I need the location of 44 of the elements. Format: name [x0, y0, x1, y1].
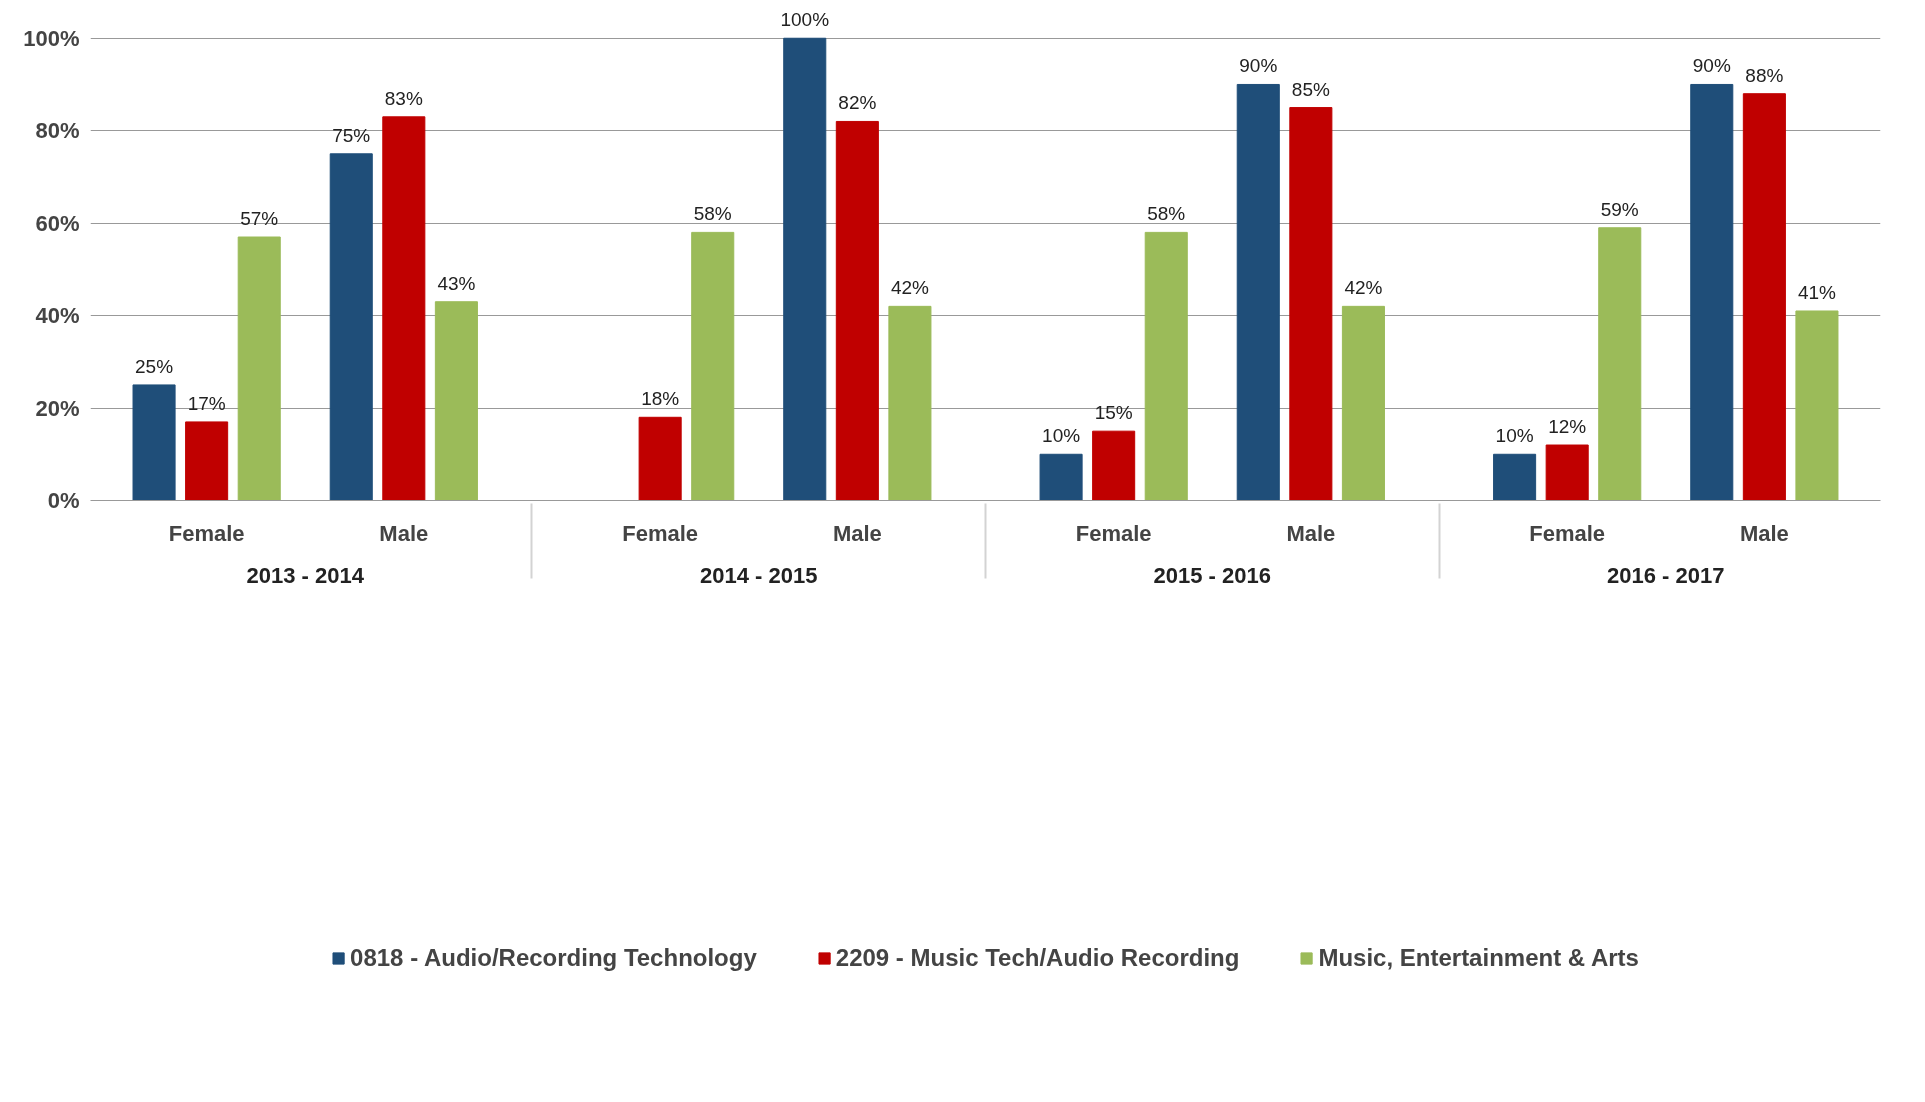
data-label: 59% [1600, 198, 1639, 220]
legend-label: 0818 - Audio/Recording Technology [350, 944, 757, 972]
data-label: 83% [384, 87, 423, 109]
x-tick-label: Female [1075, 520, 1152, 546]
y-tick-label: 40% [35, 303, 80, 329]
data-label: 75% [332, 124, 371, 146]
y-tick-label: 60% [35, 210, 80, 236]
data-label: 58% [1147, 203, 1186, 225]
text: 2016 - 2017 [1607, 562, 1725, 588]
text: 2015 - 2016 [1153, 562, 1271, 588]
x-tick-label: Female [1529, 520, 1606, 546]
data-label: 42% [1344, 277, 1383, 299]
legend-label: 2209 - Music Tech/Audio Recording [835, 944, 1240, 972]
x-tick-label: Female [168, 520, 245, 546]
x-tick-label: Male [1739, 520, 1789, 546]
x-tick-label: Male [1286, 520, 1336, 546]
data-label: 82% [838, 92, 877, 114]
data-label: 25% [135, 355, 174, 377]
data-label: 10% [1495, 425, 1534, 447]
data-label: 58% [693, 203, 732, 225]
y-tick-label: 20% [35, 395, 80, 421]
data-label: 10% [1042, 425, 1081, 447]
data-label: 17% [187, 392, 226, 414]
text: 2014 - 2015 [700, 562, 818, 588]
x-tick-label: Female [622, 520, 699, 546]
y-tick-label: 80% [35, 118, 80, 144]
data-label: 18% [641, 388, 680, 410]
data-label: 88% [1745, 64, 1784, 86]
data-label: 41% [1797, 281, 1837, 303]
x-tick-label: Male [379, 520, 429, 546]
data-label: 12% [1548, 416, 1587, 438]
data-label: 90% [1239, 55, 1278, 77]
text: 2013 - 2014 [246, 562, 365, 588]
data-label: 85% [1291, 78, 1330, 100]
y-tick-label: 0% [47, 488, 80, 513]
data-label: 100% [780, 9, 830, 31]
data-label: 90% [1692, 55, 1731, 77]
data-label: 43% [437, 272, 476, 294]
x-tick-label: Male [832, 520, 882, 546]
legend-label: Music, Entertainment & Arts [1318, 944, 1639, 972]
y-tick-label: 100% [23, 25, 80, 51]
data-label: 15% [1094, 402, 1133, 424]
data-label: 57% [240, 208, 279, 230]
data-label: 42% [890, 277, 930, 299]
